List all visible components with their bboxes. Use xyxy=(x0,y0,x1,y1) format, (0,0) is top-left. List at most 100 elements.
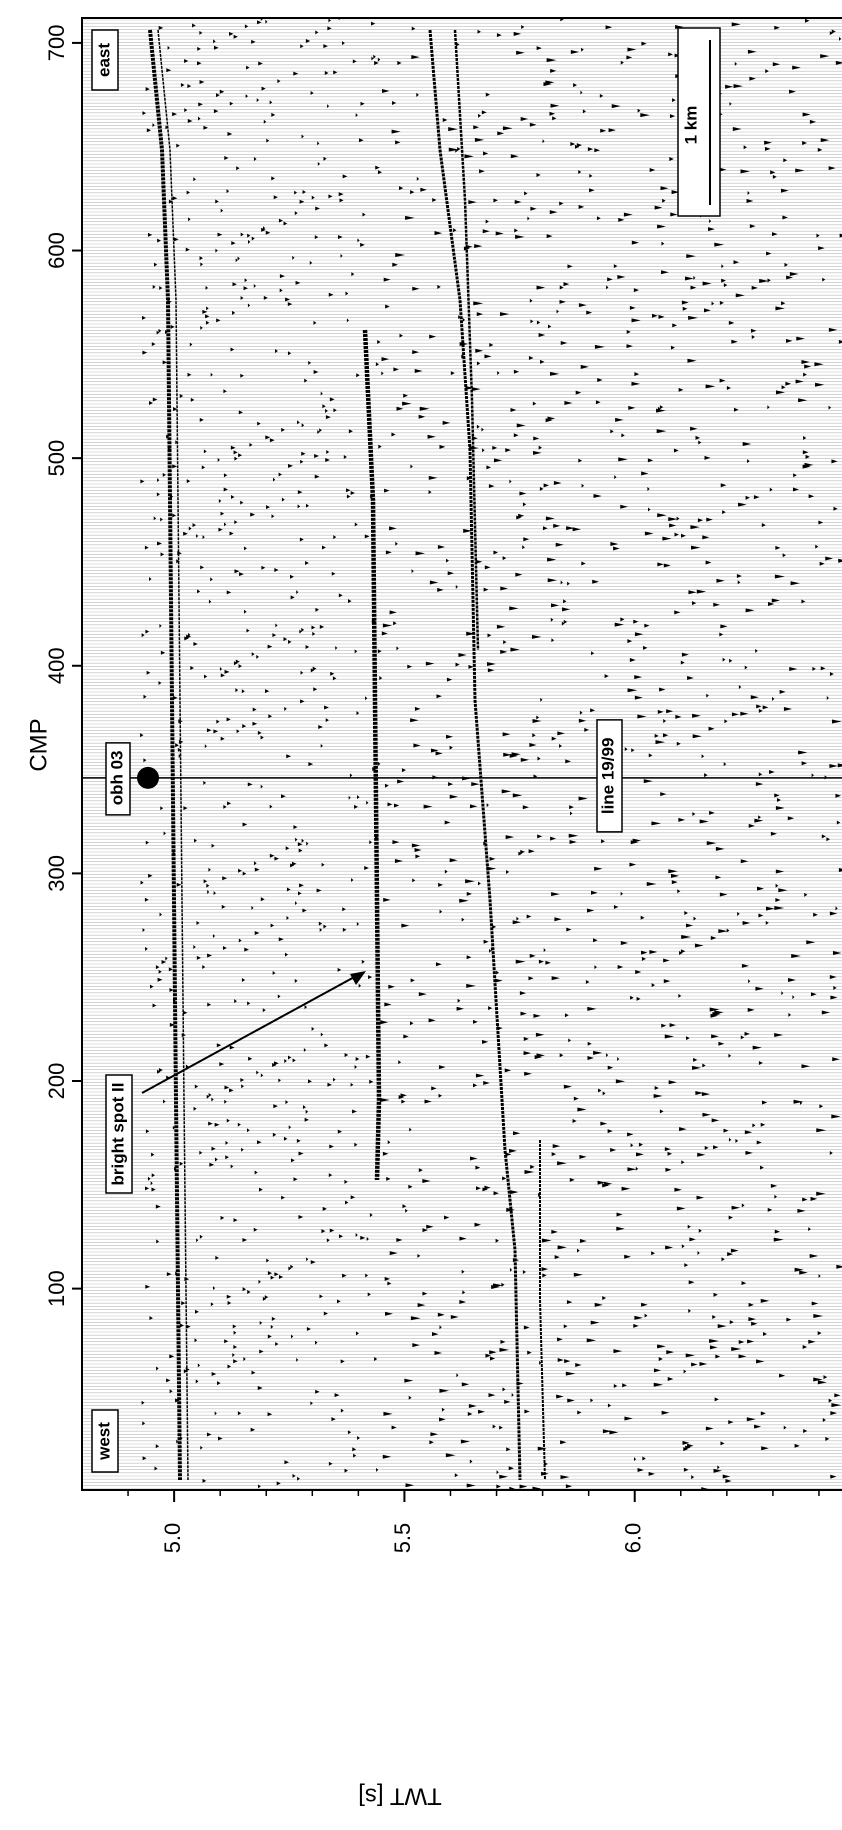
wavelet xyxy=(785,381,792,386)
wavelet xyxy=(743,145,747,150)
wavelet xyxy=(670,873,680,878)
wavelet xyxy=(398,1060,402,1065)
wavelet xyxy=(250,1427,256,1432)
wavelet xyxy=(499,1347,510,1352)
wavelet xyxy=(466,955,472,960)
wavelet xyxy=(149,577,152,582)
wavelet xyxy=(641,1302,648,1307)
wavelet xyxy=(237,1411,242,1416)
wavelet xyxy=(234,569,240,574)
wavelet xyxy=(412,878,416,883)
wavelet xyxy=(705,1426,714,1431)
wavelet xyxy=(389,526,397,531)
wavelet xyxy=(476,424,480,429)
wavelet xyxy=(520,1011,527,1016)
wavelet xyxy=(240,373,244,378)
wavelet xyxy=(153,516,157,521)
wavelet xyxy=(524,1071,532,1076)
wavelet xyxy=(791,953,801,958)
wavelet xyxy=(610,429,614,434)
wavelet xyxy=(487,661,496,666)
wavelet xyxy=(621,433,625,438)
wavelet xyxy=(816,1128,827,1133)
wavelet xyxy=(798,750,808,755)
wavelet xyxy=(551,976,560,981)
wavelet xyxy=(304,1005,308,1010)
wavelet xyxy=(354,804,359,809)
wavelet xyxy=(317,430,320,434)
wavelet xyxy=(385,1311,393,1316)
wavelet xyxy=(237,256,240,261)
wavelet xyxy=(661,1023,667,1028)
wavelet xyxy=(613,904,619,909)
wavelet xyxy=(456,1006,465,1011)
wavelet xyxy=(247,1290,251,1295)
wavelet xyxy=(224,1339,229,1344)
wavelet xyxy=(260,1073,264,1078)
wavelet xyxy=(663,958,670,963)
wavelet xyxy=(306,1257,309,1262)
wavelet xyxy=(536,715,540,720)
wavelet xyxy=(179,393,184,398)
wavelet xyxy=(747,459,750,464)
wavelet xyxy=(522,545,525,550)
wavelet xyxy=(659,1109,664,1114)
wavelet xyxy=(313,687,318,692)
wavelet xyxy=(772,174,777,179)
wavelet xyxy=(165,956,168,961)
scale-box xyxy=(677,27,721,217)
wavelet xyxy=(193,944,196,949)
wavelet xyxy=(366,1236,369,1241)
wavelet xyxy=(838,558,842,563)
y-axis-title: CMP xyxy=(25,718,52,771)
wavelet xyxy=(559,1053,564,1058)
wavelet xyxy=(633,619,639,624)
wavelet xyxy=(476,361,481,366)
wavelet xyxy=(802,450,809,455)
wavelet xyxy=(267,1412,273,1417)
wavelet xyxy=(578,169,582,174)
wavelet xyxy=(292,1058,296,1063)
wavelet xyxy=(297,490,303,495)
y-tick-label: 300 xyxy=(44,855,69,892)
wavelet xyxy=(257,730,262,735)
wavelet xyxy=(478,1409,485,1414)
wavelet xyxy=(658,314,665,319)
wavelet xyxy=(502,1387,506,1392)
wavelet xyxy=(502,732,511,737)
wavelet xyxy=(152,1003,157,1008)
wavelet xyxy=(468,200,477,205)
wavelet xyxy=(604,674,609,679)
wavelet xyxy=(318,921,323,926)
wavelet xyxy=(317,161,321,166)
wavelet xyxy=(536,173,541,178)
wavelet xyxy=(755,648,758,653)
wavelet xyxy=(528,976,534,981)
wavelet xyxy=(775,883,779,888)
wavelet xyxy=(633,288,639,293)
wavelet xyxy=(484,1185,491,1190)
wavelet xyxy=(263,295,268,300)
wavelet xyxy=(248,1056,253,1061)
wavelet xyxy=(217,457,220,462)
wavelet xyxy=(382,89,390,94)
wavelet xyxy=(314,454,319,459)
wavelet xyxy=(712,1012,721,1017)
wavelet xyxy=(287,1055,292,1060)
wavelet xyxy=(775,805,785,810)
wavelet xyxy=(682,1440,690,1445)
wavelet xyxy=(670,212,678,217)
wavelet xyxy=(551,638,555,643)
wavelet xyxy=(699,1361,708,1366)
wavelet xyxy=(377,170,383,175)
wavelet xyxy=(542,526,548,531)
wavelet xyxy=(229,531,234,536)
wavelet xyxy=(788,978,797,983)
wavelet xyxy=(290,1264,294,1269)
wavelet xyxy=(158,328,162,333)
wavelet xyxy=(306,841,309,846)
wavelet xyxy=(200,1445,203,1450)
wavelet xyxy=(383,897,391,902)
wavelet xyxy=(251,1370,256,1375)
wavelet xyxy=(654,733,659,738)
